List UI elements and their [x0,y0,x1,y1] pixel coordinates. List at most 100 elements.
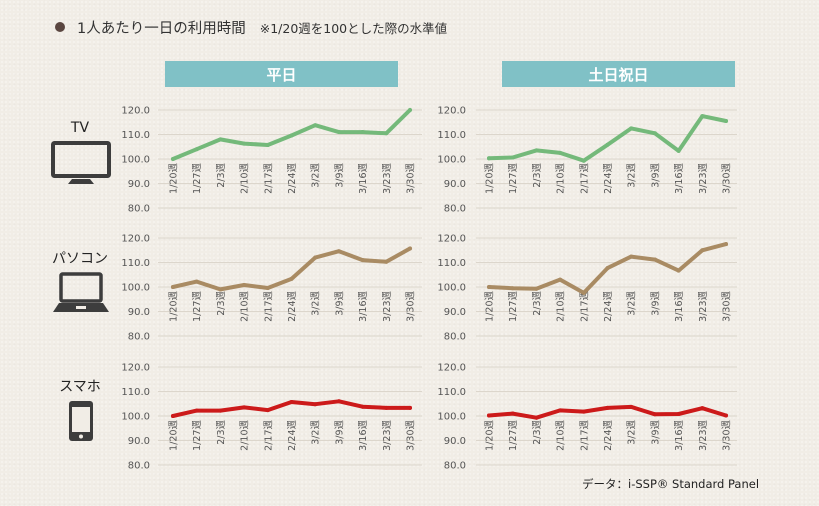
data-point [408,246,412,251]
data-point [194,147,199,152]
tv-icon [51,141,111,184]
x-tick-label: 2/3週 [531,420,543,445]
x-tick-label: 2/24週 [286,163,298,194]
device-label-pc: パソコン [52,251,108,267]
x-tick-label: 1/20週 [484,420,496,451]
data-point [676,412,681,417]
x-tick-label: 2/3週 [531,291,543,316]
y-tick-label: 120.0 [437,234,466,245]
x-tick-label: 3/9週 [333,163,345,188]
y-tick-label: 120.0 [437,363,466,374]
x-tick-label: 3/16週 [673,291,685,322]
x-tick-label: 3/30週 [721,420,733,451]
data-point [289,400,294,405]
data-point [336,399,341,404]
x-tick-label: 3/9週 [333,420,345,445]
line-chart: 80.0 90.0 100.0 110.0 120.0 1/20週 1/27週 2/3週 2/1… [437,363,737,472]
x-tick-label: 3/30週 [405,163,417,194]
data-point [242,283,247,288]
x-tick-label: 3/16週 [357,420,369,451]
data-point [629,254,634,259]
data-point [313,255,318,260]
x-tick-label: 2/3週 [215,291,227,316]
data-point [360,258,365,263]
y-tick-label: 100.0 [121,155,150,166]
x-tick-label: 3/9週 [649,420,661,445]
column-header-weekday: 平日 [165,61,398,87]
data-source: データ：i-SSP® Standard Panel [582,477,760,491]
data-point [384,259,389,264]
y-tick-label: 120.0 [121,363,150,374]
y-tick-label: 80.0 [128,204,150,215]
data-point [171,157,175,161]
x-tick-label: 3/23週 [381,163,393,194]
data-point [581,290,586,295]
data-point [676,148,681,153]
x-tick-label: 3/16週 [357,291,369,322]
data-point [408,108,412,112]
x-tick-label: 1/27週 [507,291,519,322]
title-note: ※1/20週を100とした際の水準値 [259,20,448,36]
data-point [700,114,705,119]
data-point [534,415,539,420]
x-tick-label: 3/2週 [310,291,322,316]
x-tick-label: 1/20週 [484,291,496,322]
x-tick-label: 2/3週 [215,163,227,188]
x-tick-label: 2/3週 [531,163,543,188]
y-tick-label: 90.0 [444,307,466,318]
data-point [605,405,610,410]
line-chart: 80.0 90.0 100.0 110.0 120.0 1/20週 1/27週 2/3週 2/1… [437,234,737,343]
data-point [487,285,491,289]
x-tick-label: 1/20週 [168,163,180,194]
x-tick-label: 3/2週 [626,420,638,445]
x-tick-label: 3/2週 [626,291,638,316]
data-point [652,257,657,262]
x-tick-label: 2/24週 [602,420,614,451]
data-point [384,405,389,410]
data-point [724,119,728,124]
x-tick-label: 3/30週 [405,291,417,322]
data-point [676,268,681,273]
data-point [360,130,365,135]
data-point [171,285,175,289]
line-chart: 80.0 90.0 100.0 110.0 120.0 1/20週 1/27週 2/3週 2/1… [121,234,422,343]
line-chart: 80.0 90.0 100.0 110.0 120.0 1/20週 1/27週 2/3週 2/1… [121,106,422,215]
y-tick-label: 80.0 [444,461,466,472]
y-tick-label: 120.0 [437,106,466,117]
y-tick-label: 100.0 [437,412,466,423]
x-tick-label: 1/20週 [484,163,496,194]
x-tick-label: 1/27週 [191,163,203,194]
y-tick-label: 110.0 [121,130,150,141]
x-tick-label: 2/17週 [578,291,590,322]
x-tick-label: 2/24週 [602,291,614,322]
data-point [171,414,175,418]
x-tick-label: 2/10週 [239,291,251,322]
data-point [581,409,586,414]
data-point [558,150,563,155]
data-point [558,408,563,413]
x-tick-label: 3/2週 [626,163,638,188]
data-point [629,404,634,409]
x-tick-label: 2/17週 [262,163,274,194]
line-chart: 80.0 90.0 100.0 110.0 120.0 1/20週 1/27週 2/3週 2/1… [437,106,737,215]
x-tick-label: 2/10週 [555,163,567,194]
y-tick-label: 100.0 [121,283,150,294]
x-tick-label: 2/10週 [555,420,567,451]
series-line [487,114,728,163]
data-point [313,402,318,407]
x-tick-label: 3/16週 [673,163,685,194]
data-point [510,411,515,416]
title-main: 1人あたり一日の利用時間 [77,20,246,37]
data-point [265,285,270,290]
x-tick-label: 3/9週 [333,291,345,316]
device-label-tv: TV [70,120,90,136]
x-tick-label: 1/27週 [507,420,519,451]
bullet-icon [55,22,65,32]
data-point [700,406,705,411]
x-tick-label: 2/10週 [239,420,251,451]
laptop-icon [53,272,109,312]
data-point [724,413,728,418]
x-tick-label: 2/17週 [262,291,274,322]
data-point [289,276,294,281]
data-point [510,155,515,160]
